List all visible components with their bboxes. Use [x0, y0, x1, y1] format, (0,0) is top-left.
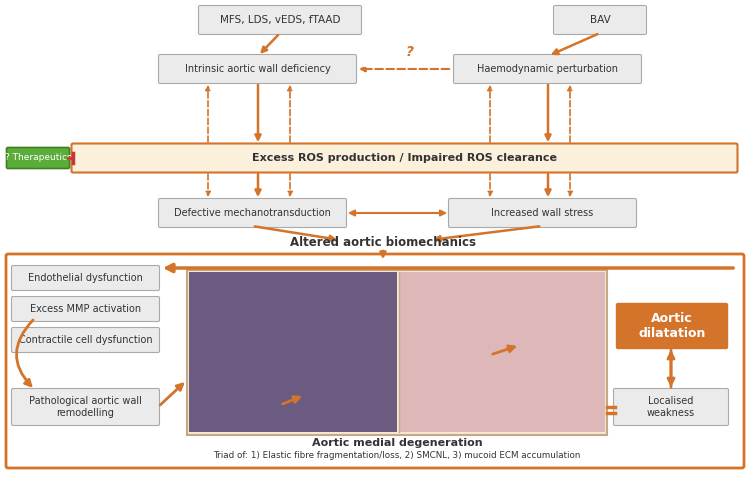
- FancyBboxPatch shape: [71, 144, 737, 172]
- FancyBboxPatch shape: [454, 55, 641, 84]
- Text: Contractile cell dysfunction: Contractile cell dysfunction: [19, 335, 152, 345]
- FancyBboxPatch shape: [6, 254, 744, 468]
- Text: ? Therapeutics: ? Therapeutics: [4, 154, 71, 163]
- Text: Altered aortic biomechanics: Altered aortic biomechanics: [290, 236, 476, 249]
- FancyBboxPatch shape: [187, 270, 607, 435]
- Text: BAV: BAV: [590, 15, 610, 25]
- Text: Endothelial dysfunction: Endothelial dysfunction: [28, 273, 143, 283]
- Text: MFS, LDS, vEDS, fTAAD: MFS, LDS, vEDS, fTAAD: [220, 15, 340, 25]
- Text: Intrinsic aortic wall deficiency: Intrinsic aortic wall deficiency: [184, 64, 330, 74]
- Text: Haemodynamic perturbation: Haemodynamic perturbation: [477, 64, 618, 74]
- FancyBboxPatch shape: [158, 55, 356, 84]
- FancyBboxPatch shape: [7, 147, 70, 168]
- FancyBboxPatch shape: [189, 272, 397, 432]
- FancyBboxPatch shape: [614, 388, 728, 425]
- Text: Increased wall stress: Increased wall stress: [491, 208, 594, 218]
- FancyBboxPatch shape: [11, 297, 160, 322]
- FancyBboxPatch shape: [11, 327, 160, 352]
- FancyBboxPatch shape: [11, 265, 160, 290]
- FancyBboxPatch shape: [554, 5, 646, 35]
- FancyBboxPatch shape: [158, 199, 346, 228]
- Text: Aortic
dilatation: Aortic dilatation: [638, 312, 706, 340]
- Text: Localised
weakness: Localised weakness: [647, 396, 695, 418]
- Text: ?: ?: [406, 45, 414, 59]
- FancyBboxPatch shape: [199, 5, 362, 35]
- FancyBboxPatch shape: [448, 199, 637, 228]
- FancyBboxPatch shape: [11, 388, 160, 425]
- Text: Excess ROS production / Impaired ROS clearance: Excess ROS production / Impaired ROS cle…: [252, 153, 557, 163]
- Text: Aortic medial degeneration: Aortic medial degeneration: [312, 438, 482, 448]
- Text: Pathological aortic wall
remodelling: Pathological aortic wall remodelling: [29, 396, 142, 418]
- FancyBboxPatch shape: [616, 303, 728, 348]
- FancyBboxPatch shape: [399, 272, 605, 432]
- Text: Triad of: 1) Elastic fibre fragmentation/loss, 2) SMCNL, 3) mucoid ECM accumulat: Triad of: 1) Elastic fibre fragmentation…: [213, 452, 580, 460]
- Text: Defective mechanotransduction: Defective mechanotransduction: [174, 208, 331, 218]
- Text: Excess MMP activation: Excess MMP activation: [30, 304, 141, 314]
